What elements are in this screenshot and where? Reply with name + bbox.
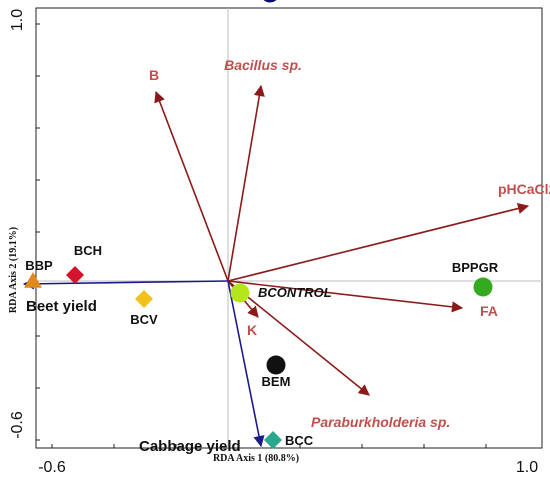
point-label-bbp: BBP	[25, 258, 53, 273]
point-bcc	[264, 431, 282, 449]
point-bbp	[24, 272, 42, 288]
point-label-bcontrol: BCONTROL	[258, 285, 332, 300]
point-bbac	[263, 0, 277, 3]
response-vector-label-cabbage-yield: Cabbage yield	[139, 438, 241, 455]
env-vector-paraburkholderia-sp	[227, 280, 370, 396]
point-bcontrol	[230, 283, 250, 303]
env-vector-label-b: B	[149, 67, 159, 83]
x-tick-left: -0.6	[38, 459, 66, 476]
plot-frame	[35, 7, 543, 449]
y-minor-ticks	[36, 23, 40, 441]
point-bem	[266, 355, 286, 375]
env-vector-bacillus-sp	[227, 84, 265, 282]
y-tick-top: 1.0	[9, 9, 26, 31]
response-vector-beet-yield	[22, 278, 229, 290]
y-tick-bottom: -0.6	[9, 411, 26, 439]
point-bcv	[135, 290, 153, 308]
response-vector-label-beet-yield: Beet yield	[26, 298, 97, 315]
x-tick-right: 1.0	[516, 459, 538, 476]
response-vector-cabbage-yield	[227, 280, 265, 448]
env-vector-label-phcacl2: pHCaCl2	[498, 181, 550, 197]
point-label-bppgr: BPPGR	[452, 260, 499, 275]
env-vector-fa	[227, 280, 464, 313]
point-label-bcc: BCC	[285, 433, 314, 448]
x-axis-label: RDA Axis 1 (80.8%)	[213, 453, 299, 464]
env-vector-phcacl2	[227, 203, 530, 282]
point-bppgr	[473, 277, 493, 297]
point-label-bch: BCH	[74, 243, 102, 258]
env-vector-b	[154, 90, 229, 282]
y-axis-label: RDA Axis 2 (19.1%)	[8, 227, 19, 313]
env-vector-label-paraburkholderia-sp: Paraburkholderia sp.	[311, 414, 450, 430]
labels-layer: B Bacillus sp. pHCaCl2 FA K Paraburkholderia …	[25, 57, 550, 455]
points-layer	[24, 0, 493, 449]
point-bch	[66, 266, 84, 284]
env-vector-label-fa: FA	[480, 303, 498, 319]
point-label-bcv: BCV	[130, 312, 158, 327]
point-label-bem: BEM	[262, 374, 291, 389]
vectors-layer	[22, 84, 530, 448]
env-vector-label-k: K	[247, 322, 257, 338]
x-minor-ticks	[51, 444, 487, 448]
env-vector-label-bacillus-sp: Bacillus sp.	[224, 57, 302, 73]
